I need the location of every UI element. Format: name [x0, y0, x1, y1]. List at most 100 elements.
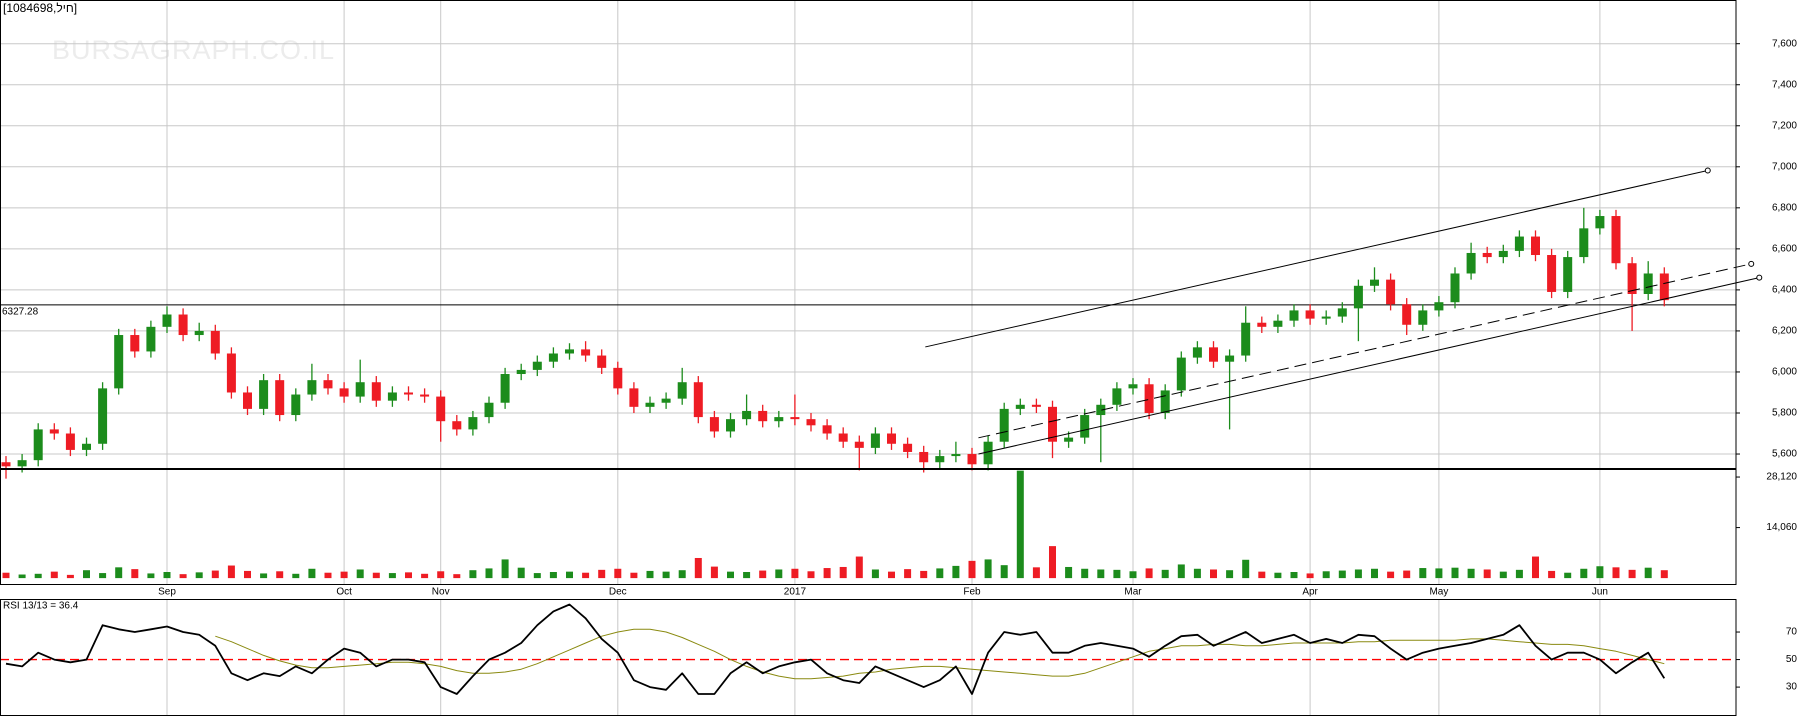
header: [1084698,חיל]	[3, 1, 77, 15]
candle-body	[1627, 263, 1637, 294]
candle-body	[822, 425, 832, 434]
candle-body	[1547, 255, 1557, 292]
candle-body	[1, 462, 11, 467]
volume-bar	[1081, 568, 1089, 579]
volume-bar	[147, 573, 155, 579]
candle-body	[516, 369, 526, 375]
candle-body	[1450, 273, 1460, 303]
volume-bar	[18, 574, 26, 579]
candle-body	[1192, 347, 1202, 358]
candle-body	[452, 421, 462, 430]
volume-bar	[1274, 572, 1282, 579]
candle-body	[1418, 310, 1428, 325]
volume-bar	[1451, 567, 1459, 579]
volume-bar	[372, 572, 380, 579]
x-tick-label: May	[1429, 587, 1448, 598]
candle-body	[1386, 279, 1396, 305]
x-tick-label: Apr	[1302, 587, 1318, 598]
y-tick-label: 6,000	[1772, 367, 1797, 378]
candle-body	[1305, 310, 1315, 319]
candle-body	[532, 361, 542, 370]
candle-body	[629, 388, 639, 407]
volume-bar	[1612, 567, 1620, 579]
candle-body	[597, 355, 607, 368]
candle-body	[645, 402, 655, 407]
candle-body	[1466, 252, 1476, 274]
candle-body	[436, 396, 446, 422]
candle-body	[1659, 273, 1669, 301]
volume-bar	[1644, 567, 1652, 579]
volume-bar	[1258, 571, 1266, 579]
candle-body	[17, 460, 27, 467]
volume-bar	[517, 567, 525, 579]
volume-bar	[1483, 569, 1491, 579]
trend-line	[925, 170, 1708, 348]
candle-body	[1402, 304, 1412, 325]
volume-bar	[308, 568, 316, 579]
volume-bar	[34, 573, 42, 579]
candle-body	[1209, 347, 1218, 362]
candle-body	[114, 335, 124, 389]
y-tick-label: 7,400	[1772, 79, 1797, 90]
volume-bar	[1032, 567, 1040, 579]
volume-bar	[83, 570, 90, 579]
trend-line-handle	[1756, 274, 1763, 281]
y-tick-label: 7,600	[1772, 38, 1797, 49]
candle-body	[677, 382, 687, 399]
x-tick-label: 2017	[784, 587, 807, 598]
candle-body	[339, 388, 349, 397]
y-tick-label: 14,060	[1766, 522, 1797, 533]
candle-body	[130, 335, 140, 352]
candle-body	[371, 382, 381, 401]
volume-bar	[1000, 565, 1008, 579]
candle-body	[146, 326, 156, 352]
volume-bar	[662, 571, 670, 579]
volume-bar	[743, 571, 751, 579]
candle-body	[742, 410, 752, 420]
candle-body	[806, 419, 816, 426]
y-tick-label: 6,400	[1772, 285, 1797, 296]
volume-bar	[1306, 573, 1314, 579]
volume-bar	[163, 571, 171, 579]
volume-bar	[1016, 470, 1024, 579]
candle-body	[887, 433, 896, 444]
candle-body	[468, 417, 478, 430]
candle-body	[565, 349, 574, 354]
volume-bar	[1435, 568, 1443, 579]
volume-bar	[485, 568, 493, 579]
x-tick-label: Oct	[336, 587, 352, 598]
volume-bar	[501, 559, 509, 579]
candle-body	[1112, 388, 1122, 405]
trend-line-handle	[1704, 167, 1711, 174]
candle-body	[1144, 384, 1154, 413]
candle-body	[1048, 406, 1057, 442]
trend-line	[978, 263, 1752, 439]
volume-bar	[936, 568, 944, 579]
candle-body	[98, 388, 108, 444]
candle-body	[484, 402, 494, 418]
volume-bar	[871, 569, 879, 579]
candle-body	[838, 433, 848, 442]
rsi-line	[5, 603, 1666, 695]
candle-body	[259, 380, 269, 409]
candle-body	[790, 417, 800, 420]
volume-bar	[421, 573, 429, 579]
volume-bar	[968, 560, 976, 579]
volume-bar	[453, 574, 461, 579]
volume-bar	[807, 571, 815, 579]
horizontal-line-label: 6327.28	[2, 306, 39, 317]
volume-bar	[791, 568, 799, 579]
volume-bar	[1387, 571, 1395, 579]
candle-body	[726, 419, 735, 432]
volume-bar	[1532, 556, 1539, 579]
candle-body	[387, 392, 397, 401]
volume-bar	[1354, 569, 1362, 579]
candle-body	[1643, 273, 1653, 294]
candle-body	[210, 330, 220, 354]
candle-body	[1289, 310, 1299, 321]
volume-bar	[1193, 568, 1201, 579]
volume-bar	[1322, 571, 1330, 579]
volume-bar	[1129, 571, 1137, 579]
